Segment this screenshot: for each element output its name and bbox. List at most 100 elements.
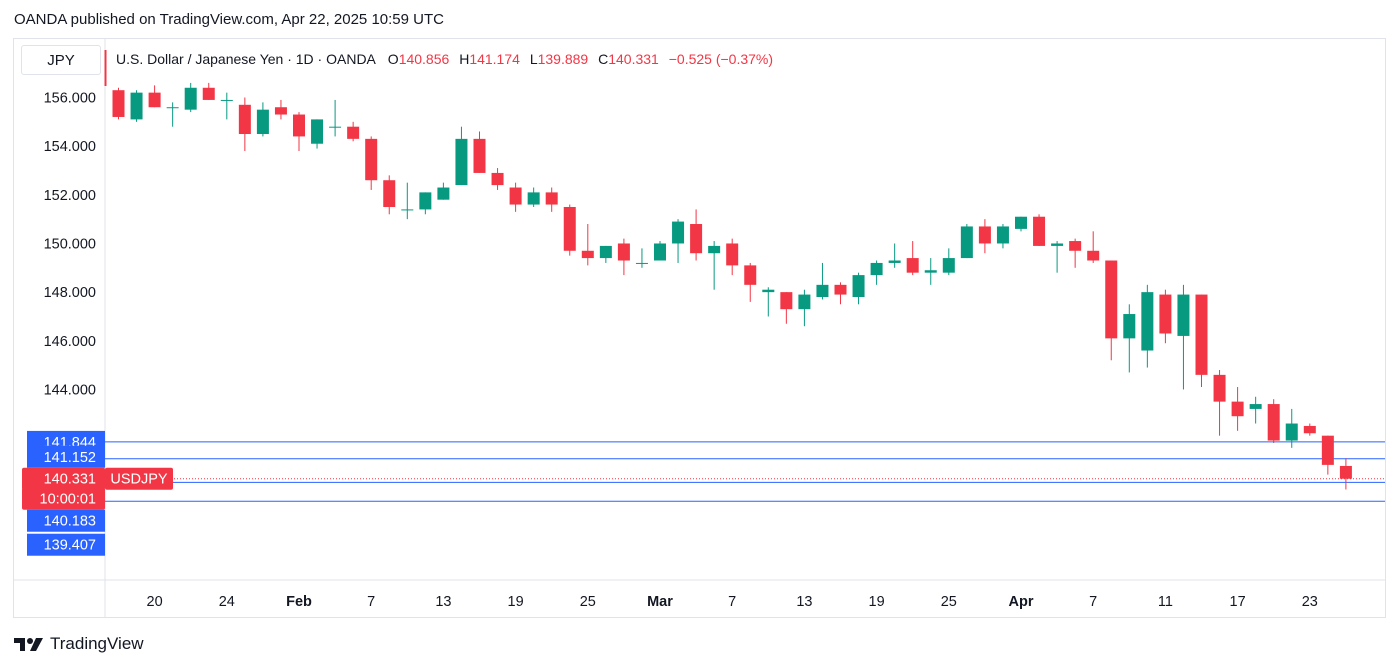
candle-body	[491, 172, 504, 186]
legend-close-value: 140.331	[608, 51, 659, 67]
symbol-button[interactable]: JPY	[21, 45, 101, 75]
candle-body	[1087, 250, 1100, 261]
tradingview-logo-icon	[14, 638, 43, 651]
candle-body	[545, 192, 558, 205]
x-tick-label: 17	[1230, 594, 1246, 610]
candle-body	[906, 258, 919, 273]
price-axis-label: 139.407	[44, 538, 96, 554]
candle-body	[293, 114, 305, 137]
candle-body	[617, 243, 630, 261]
legend-low-label: L	[529, 51, 538, 67]
candle-body	[924, 270, 937, 273]
chart-legend: U.S. Dollar / Japanese Yen · 1D · OANDA …	[116, 51, 773, 67]
candle-body	[1249, 404, 1262, 409]
legend-high-label: H	[459, 51, 470, 67]
candle-body	[148, 92, 161, 108]
candle-body	[599, 245, 612, 259]
x-tick-label: Apr	[1009, 594, 1034, 610]
candle-body	[166, 107, 179, 109]
candle-body	[635, 262, 648, 264]
symbol-tag-bg	[105, 467, 173, 490]
x-tick-label: 13	[796, 594, 812, 610]
candle-body	[274, 107, 287, 115]
x-tick-label: 23	[1302, 594, 1318, 610]
y-tick-label: 150.000	[44, 236, 96, 252]
price-axis-label-bg	[27, 533, 105, 556]
price-axis-label-bg	[22, 487, 105, 510]
y-tick-label: 148.000	[44, 285, 96, 301]
candle-body	[1267, 404, 1280, 441]
candle-body	[726, 243, 739, 266]
candle-body	[834, 284, 847, 295]
price-axis-label: 140.183	[44, 514, 96, 530]
candle-body	[780, 292, 793, 310]
candle-body	[1123, 314, 1136, 339]
candle-body	[690, 224, 703, 254]
candle-body	[256, 109, 269, 134]
candle-body	[744, 265, 757, 285]
price-axis-label-bg	[27, 509, 105, 532]
price-axis-label: 140.331	[44, 472, 96, 488]
x-tick-label: 19	[508, 594, 524, 610]
candle-body	[419, 192, 432, 210]
tradingview-brand: TradingView	[14, 634, 144, 654]
candle-body	[1177, 294, 1190, 336]
candle-body	[798, 294, 811, 310]
candle-body	[1285, 423, 1298, 441]
candle-body	[1321, 435, 1334, 465]
candle-body	[383, 180, 396, 207]
candle-body	[347, 126, 360, 139]
candle-body	[1159, 294, 1172, 334]
candle-body	[1231, 401, 1244, 417]
legend-high-value: 141.174	[469, 51, 520, 67]
y-tick-label: 154.000	[44, 139, 96, 155]
candle-body	[1303, 425, 1316, 434]
x-tick-label: 25	[580, 594, 596, 610]
x-tick-label: 20	[147, 594, 163, 610]
legend-symbol-name: U.S. Dollar / Japanese Yen · 1D · OANDA	[116, 51, 376, 67]
candle-body	[978, 226, 991, 244]
candle-body	[437, 187, 450, 200]
legend-change: −0.525 (−0.37%)	[668, 51, 774, 67]
candle-body	[220, 99, 233, 101]
candle-body	[1213, 374, 1226, 402]
y-tick-label: 146.000	[44, 334, 96, 350]
x-tick-label: Feb	[286, 594, 312, 610]
candle-body	[1141, 292, 1154, 351]
y-tick-label: 152.000	[44, 188, 96, 204]
candle-body	[527, 192, 540, 205]
candle-body	[1339, 465, 1352, 479]
published-caption: OANDA published on TradingView.com, Apr …	[14, 11, 444, 28]
symbol-tag-label: USDJPY	[110, 472, 168, 488]
x-tick-label: Mar	[647, 594, 673, 610]
candle-body	[762, 289, 775, 293]
candle-body	[455, 138, 468, 186]
candle-body	[888, 260, 901, 263]
candle-body	[1033, 216, 1046, 246]
legend-close-label: C	[598, 51, 609, 67]
x-tick-label: 24	[219, 594, 235, 610]
candle-body	[942, 258, 955, 273]
y-tick-label: 156.000	[44, 91, 96, 107]
candle-body	[112, 90, 125, 117]
candle-body	[473, 138, 486, 173]
candle-body	[509, 187, 522, 205]
candle-body	[184, 87, 197, 110]
x-tick-label: 7	[367, 594, 375, 610]
candle-body	[960, 226, 973, 259]
candle-body	[816, 284, 829, 298]
candle-body	[238, 104, 251, 134]
candle-body	[130, 92, 143, 120]
candle-body	[202, 87, 215, 100]
y-tick-label: 144.000	[44, 382, 96, 398]
price-axis-label-bg	[27, 445, 105, 468]
candle-body	[365, 138, 378, 181]
candle-body	[311, 119, 324, 144]
x-tick-label: 11	[1158, 594, 1173, 610]
candle-body	[1069, 241, 1082, 251]
tradingview-brand-name: TradingView	[50, 634, 144, 653]
candle-body	[852, 275, 865, 298]
legend-open-label: O	[387, 51, 399, 67]
candle-body	[563, 206, 576, 251]
